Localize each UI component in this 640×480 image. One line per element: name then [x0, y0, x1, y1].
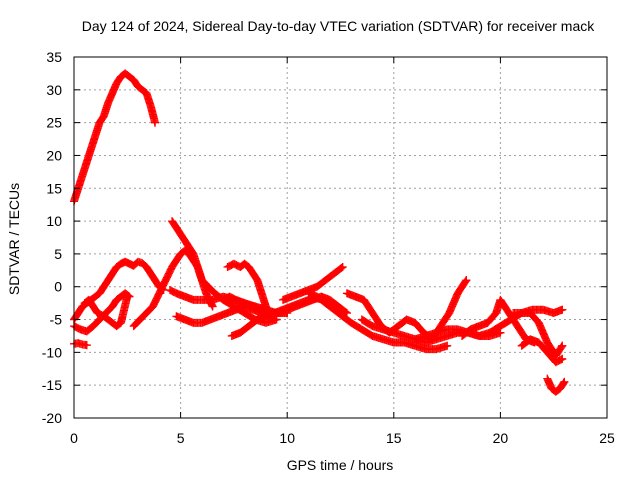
y-tick-label: -5: [50, 312, 63, 328]
x-axis-label: GPS time / hours: [287, 457, 394, 473]
data-point: [337, 263, 346, 272]
data-point: [558, 354, 567, 363]
series-trace-3: [70, 257, 168, 324]
y-tick-label: 0: [54, 279, 62, 295]
x-tick-label: 25: [599, 430, 615, 446]
plot-frame: [73, 56, 608, 419]
series-trace-18: [458, 295, 539, 347]
grid: [74, 57, 607, 418]
series-trace-1: [70, 69, 160, 206]
series-trace-5: [80, 292, 132, 331]
data-point: [151, 118, 160, 127]
y-tick-label: 5: [54, 246, 62, 262]
data-point: [558, 341, 567, 350]
y-tick-label: 20: [46, 147, 62, 163]
data-point: [558, 305, 567, 314]
data-point: [557, 343, 566, 352]
y-tick-label: 15: [46, 180, 62, 196]
data-point: [338, 263, 347, 272]
data-point: [461, 277, 470, 286]
y-tick-label: 35: [46, 49, 62, 65]
series-trace-2: [70, 339, 91, 350]
series-trace-19: [509, 308, 567, 360]
data-point: [560, 377, 569, 386]
data-point: [559, 378, 568, 387]
data-point: [462, 276, 471, 285]
data-point: [123, 292, 132, 301]
y-tick-label: 25: [46, 115, 62, 131]
series-trace-12: [227, 294, 330, 340]
y-axis-label: SDTVAR / TECUs: [6, 183, 22, 295]
series-trace-21: [543, 374, 569, 396]
y-tick-label: 30: [46, 82, 62, 98]
x-tick-label: 5: [177, 430, 185, 446]
data-points: [70, 69, 569, 396]
y-tick-label: -20: [42, 410, 62, 426]
x-tick-label: 10: [279, 430, 295, 446]
chart-title: Day 124 of 2024, Sidereal Day-to-day VTE…: [82, 18, 595, 34]
series-trace-14: [304, 289, 452, 354]
data-point: [443, 341, 452, 350]
data-point: [82, 341, 91, 350]
data-point: [556, 355, 565, 364]
y-tick-label: 10: [46, 213, 62, 229]
y-tick-label: -10: [42, 344, 62, 360]
x-tick-label: 0: [70, 430, 78, 446]
series-trace-20: [517, 335, 567, 367]
axis-ticks: 0 5 10 15 20 25 -20 -15 -10 -5 0 5 10 15 20 25 30 35: [42, 49, 615, 446]
y-tick-label: -15: [42, 377, 62, 393]
series-trace-13: [278, 263, 347, 304]
x-tick-label: 20: [493, 430, 509, 446]
x-tick-label: 15: [386, 430, 402, 446]
